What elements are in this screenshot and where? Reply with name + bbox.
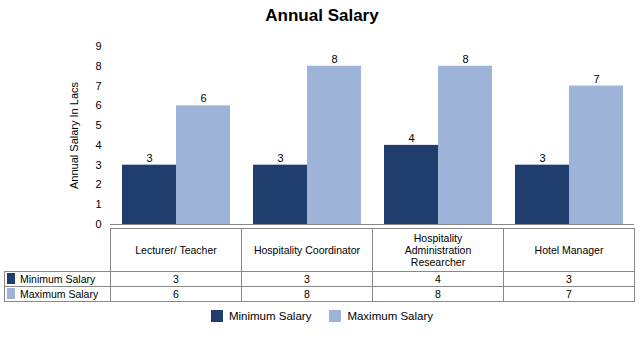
html-text:Hospitality Administration Res: Hospitality Administration Researcher: [404, 232, 472, 268]
html-text:4: 4: [435, 273, 441, 285]
html-text:7: 7: [566, 288, 572, 300]
svg-text:9: 9: [95, 40, 101, 52]
html-text:Lecturer/ Teacher: Lecturer/ Teacher: [135, 244, 217, 256]
svg-text:3: 3: [277, 152, 283, 164]
html-text:8: 8: [304, 288, 310, 300]
html-text:8: 8: [435, 288, 441, 300]
html-text:3: 3: [304, 273, 310, 285]
html-text:3: 3: [566, 273, 572, 285]
svg-text:3: 3: [95, 159, 101, 171]
html-text:Maximum Salary: Maximum Salary: [20, 288, 99, 300]
svg-text:0: 0: [95, 218, 101, 228]
svg-text:8: 8: [331, 53, 337, 65]
svg-text:8: 8: [462, 53, 468, 65]
svg-text:7: 7: [593, 73, 599, 85]
svg-text:3: 3: [146, 152, 152, 164]
svg-text:4: 4: [95, 139, 101, 151]
svg-text:1: 1: [95, 198, 101, 210]
html-text:Hospitality Coordinator: Hospitality Coordinator: [253, 244, 361, 256]
svg-text:6: 6: [200, 92, 206, 104]
html-text:Annual Salary: Annual Salary: [265, 6, 379, 25]
html-text:3: 3: [173, 273, 179, 285]
svg-text:5: 5: [95, 119, 101, 131]
svg-text:3: 3: [539, 152, 545, 164]
svg-text:Annual Salary In Lacs: Annual Salary In Lacs: [68, 81, 80, 189]
svg-text:2: 2: [95, 178, 101, 190]
html-text:6: 6: [173, 288, 179, 300]
html-text:Minimum Salary: Minimum Salary: [20, 273, 96, 285]
svg-text:8: 8: [95, 60, 101, 72]
html-text:Minimum Salary: Minimum Salary: [229, 310, 312, 322]
svg-text:6: 6: [95, 99, 101, 111]
svg-text:7: 7: [95, 80, 101, 92]
html-text:Maximum Salary: Maximum Salary: [347, 310, 433, 322]
svg-text:4: 4: [408, 132, 414, 144]
html-text:Hotel Manager: Hotel Manager: [534, 244, 604, 256]
